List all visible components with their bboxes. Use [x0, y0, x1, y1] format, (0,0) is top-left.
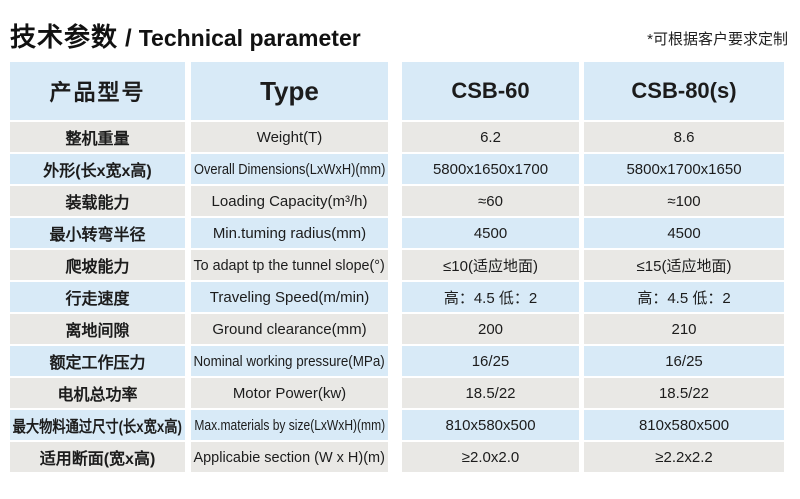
- value-csb80: 210: [584, 314, 784, 344]
- title-chinese: 技术参数: [10, 21, 119, 52]
- value-csb60: ≤10(适应地面): [402, 250, 579, 280]
- row-label-en: Min.tuming radius(mm): [191, 218, 388, 248]
- value-csb60: 高：4.5 低：2: [402, 282, 579, 312]
- row-label-en: Traveling Speed(m/min): [191, 282, 388, 312]
- row-label-zh: 最大物料通过尺寸(长x宽x高): [10, 410, 185, 440]
- row-label-en: Loading Capacity(m³/h): [191, 186, 388, 216]
- value-csb80: ≈100: [584, 186, 784, 216]
- row-label-en: Nominal working pressure(MPa): [191, 346, 388, 376]
- title-english: Technical parameter: [138, 24, 361, 51]
- value-csb60: 5800x1650x1700: [402, 154, 579, 184]
- row-label-zh: 行走速度: [10, 282, 185, 312]
- value-csb80: ≤15(适应地面): [584, 250, 784, 280]
- row-label-zh: 最小转弯半径: [10, 218, 185, 248]
- customization-note: *可根据客户要求定制: [647, 31, 788, 48]
- row-label-zh: 额定工作压力: [10, 346, 185, 376]
- row-label-zh: 爬坡能力: [10, 250, 185, 280]
- header-type: Type: [191, 62, 388, 120]
- row-label-zh: 电机总功率: [10, 378, 185, 408]
- value-csb60: 6.2: [402, 122, 579, 152]
- value-csb60: ≥2.0x2.0: [402, 442, 579, 472]
- header-model-csb60: CSB-60: [402, 62, 579, 120]
- row-label-en: Overall Dimensions(LxWxH)(mm): [191, 154, 388, 184]
- value-csb60: 4500: [402, 218, 579, 248]
- value-csb60: ≈60: [402, 186, 579, 216]
- row-label-en: Motor Power(kw): [191, 378, 388, 408]
- value-csb80: 4500: [584, 218, 784, 248]
- row-label-en: Max.materials by size(LxWxH)(mm): [191, 410, 388, 440]
- title-divider: /: [125, 24, 132, 52]
- row-label-zh: 整机重量: [10, 122, 185, 152]
- value-csb60: 16/25: [402, 346, 579, 376]
- row-label-zh: 装载能力: [10, 186, 185, 216]
- row-label-en: Ground clearance(mm): [191, 314, 388, 344]
- value-csb80: ≥2.2x2.2: [584, 442, 784, 472]
- value-csb80: 16/25: [584, 346, 784, 376]
- header-product-model: 产品型号: [10, 62, 185, 120]
- value-csb60: 810x580x500: [402, 410, 579, 440]
- page-title: 技术参数 / Technical parameter: [10, 23, 361, 52]
- page-header: 技术参数 / Technical parameter *可根据客户要求定制: [0, 0, 800, 52]
- row-label-zh: 外形(长x宽x高): [10, 154, 185, 184]
- row-label-en: To adapt tp the tunnel slope(°): [191, 250, 388, 280]
- value-csb80: 高：4.5 低：2: [584, 282, 784, 312]
- value-csb80: 18.5/22: [584, 378, 784, 408]
- value-csb60: 18.5/22: [402, 378, 579, 408]
- row-label-zh: 离地间隙: [10, 314, 185, 344]
- header-model-csb80: CSB-80(s): [584, 62, 784, 120]
- parameter-table: 产品型号 Type CSB-60 CSB-80(s) 整机重量 Weight(T)…: [10, 62, 790, 472]
- row-label-en: Weight(T): [191, 122, 388, 152]
- value-csb80: 8.6: [584, 122, 784, 152]
- value-csb80: 810x580x500: [584, 410, 784, 440]
- value-csb60: 200: [402, 314, 579, 344]
- row-label-zh: 适用断面(宽x高): [10, 442, 185, 472]
- row-label-en: Applicabie section (W x H)(m): [191, 442, 388, 472]
- value-csb80: 5800x1700x1650: [584, 154, 784, 184]
